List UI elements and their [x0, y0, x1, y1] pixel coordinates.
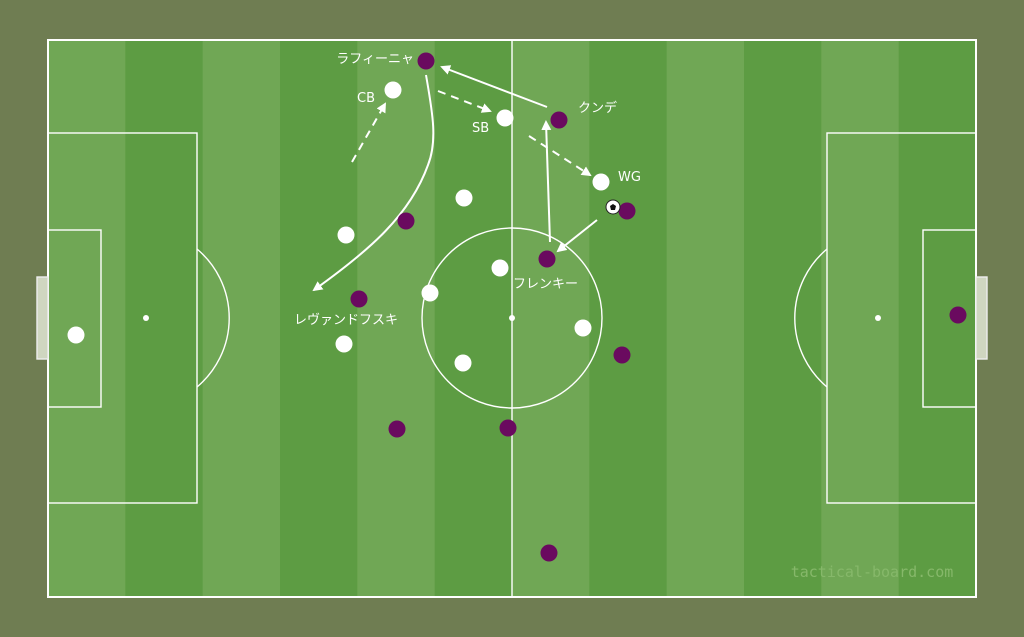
- right-penalty-arc: [794, 248, 828, 388]
- ball[interactable]: [605, 199, 621, 215]
- pitch-stripe: [125, 40, 204, 597]
- arrows: [312, 65, 598, 292]
- center-spot: [509, 315, 515, 321]
- left-penalty-arc: [196, 248, 230, 388]
- player-white[interactable]: [496, 109, 514, 127]
- player-white[interactable]: [574, 319, 592, 337]
- pitch-stripe: [202, 40, 281, 597]
- pitch-stripe: [280, 40, 358, 597]
- player-white[interactable]: [337, 226, 355, 244]
- center-circle: [421, 227, 603, 409]
- label-kounde: クンデ: [578, 100, 617, 116]
- player-purple[interactable]: [949, 306, 967, 324]
- player-white[interactable]: [384, 81, 402, 99]
- label-sb: SB: [472, 121, 489, 136]
- player-white[interactable]: [592, 173, 610, 191]
- player-purple[interactable]: [388, 420, 406, 438]
- label-cb: CB: [357, 91, 375, 106]
- player-white[interactable]: [491, 259, 509, 277]
- players: [67, 52, 967, 562]
- label-frenkie: フレンキー: [513, 277, 578, 292]
- player-white[interactable]: [67, 326, 85, 344]
- player-purple[interactable]: [499, 419, 517, 437]
- player-purple[interactable]: [618, 202, 636, 220]
- right-goal: [975, 276, 988, 360]
- pitch-stripe: [48, 40, 126, 597]
- player-purple[interactable]: [613, 346, 631, 364]
- pitch-stripe: [589, 40, 668, 597]
- pass-arrow-kounde-raphinha[interactable]: [440, 65, 548, 108]
- player-white[interactable]: [455, 189, 473, 207]
- player-white[interactable]: [454, 354, 472, 372]
- pitch-stripe: [744, 40, 822, 597]
- player-white[interactable]: [335, 335, 353, 353]
- left-penalty-spot: [143, 315, 149, 321]
- right-penalty-spot: [875, 315, 881, 321]
- dashed-arrow-wg[interactable]: [528, 135, 592, 177]
- pass-arrow-to-frenkie[interactable]: [556, 219, 598, 253]
- pitch-stripe: [434, 40, 513, 597]
- spots: [143, 315, 881, 321]
- run-arrow-raphinha-curve[interactable]: [312, 74, 435, 292]
- label-lewandowski: レヴァンドフスキ: [294, 312, 398, 328]
- pitch-stripe: [512, 40, 590, 597]
- watermark: tactical-board.com: [791, 563, 954, 581]
- player-purple[interactable]: [397, 212, 415, 230]
- pitch-stripe: [666, 40, 745, 597]
- left-goal: [36, 276, 49, 360]
- player-purple[interactable]: [417, 52, 435, 70]
- pitch-stripe: [821, 40, 900, 597]
- dashed-arrow-cb[interactable]: [351, 102, 386, 163]
- label-raphinha: ラフィーニャ: [336, 52, 414, 67]
- player-purple[interactable]: [538, 250, 556, 268]
- player-purple[interactable]: [540, 544, 558, 562]
- player-labels: ラフィーニャ CB SB クンデ WG フレンキー レヴァンドフスキ: [294, 52, 641, 328]
- label-wg: WG: [618, 170, 641, 185]
- player-white[interactable]: [421, 284, 439, 302]
- player-purple[interactable]: [350, 290, 368, 308]
- ball-pattern: [610, 204, 616, 210]
- run-arrow-frenkie[interactable]: [541, 120, 552, 243]
- dashed-arrow-sb[interactable]: [437, 90, 492, 113]
- player-purple[interactable]: [550, 111, 568, 129]
